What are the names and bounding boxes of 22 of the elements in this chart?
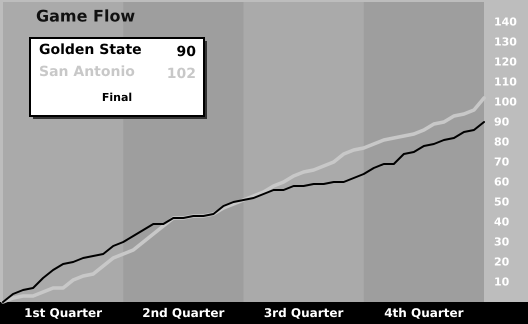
y-tick-label: 140 xyxy=(494,16,518,28)
x-tick-label: 3rd Quarter xyxy=(264,306,344,320)
y-tick-label: 90 xyxy=(494,116,510,128)
y-tick-label: 130 xyxy=(494,36,518,48)
x-tick-label: 2nd Quarter xyxy=(142,306,225,320)
y-tick-label: 70 xyxy=(494,156,510,168)
y-tick-label: 80 xyxy=(494,136,510,148)
annotation: 90 xyxy=(176,44,196,60)
annotation: Final xyxy=(102,91,132,104)
y-tick-label: 100 xyxy=(494,96,518,108)
y-tick-label: 60 xyxy=(494,176,510,188)
y-tick-label: 120 xyxy=(494,56,518,68)
text: Golden State xyxy=(39,42,142,58)
y-tick-label: 10 xyxy=(494,276,510,288)
chart-title: Game Flow xyxy=(36,6,136,26)
y-tick-label: 40 xyxy=(494,216,510,228)
y-tick-label: 20 xyxy=(494,256,510,268)
y-tick-label: 50 xyxy=(494,196,510,208)
x-tick-label: 4th Quarter xyxy=(384,306,464,320)
y-tick-label: 30 xyxy=(494,236,510,248)
x-tick-label: 1st Quarter xyxy=(24,306,102,320)
y-tick-label: 110 xyxy=(494,76,518,88)
